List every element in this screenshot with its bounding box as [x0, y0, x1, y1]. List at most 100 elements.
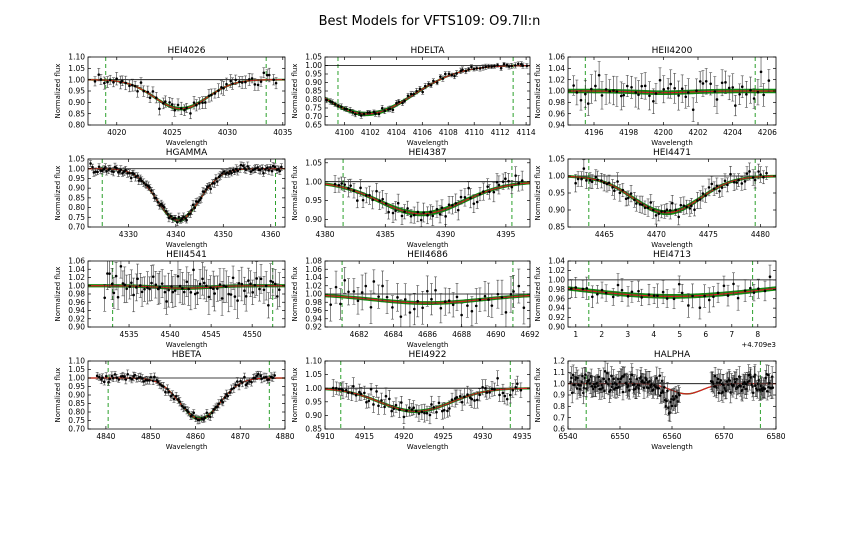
data-point: [135, 377, 139, 380]
x-tick-label: 4030: [218, 128, 237, 137]
data-point: [638, 203, 642, 206]
data-point: [458, 394, 462, 398]
data-point: [249, 282, 252, 286]
data-point: [493, 64, 496, 68]
data-point: [421, 306, 424, 310]
data-point: [412, 92, 415, 96]
data-point: [104, 375, 108, 378]
data-point: [267, 73, 271, 77]
y-tick-label: 0.80: [68, 203, 85, 212]
data-point: [247, 167, 251, 170]
data-point: [250, 77, 254, 80]
data-point: [767, 79, 771, 82]
y-tick-label: 0.80: [68, 121, 85, 130]
data-point: [418, 87, 422, 91]
data-point: [177, 215, 181, 219]
data-point: [124, 168, 127, 172]
data-point: [387, 210, 390, 214]
data-point: [448, 407, 451, 410]
y-tick-label: 1.05: [68, 365, 85, 374]
data-point: [111, 376, 115, 380]
data-point: [340, 105, 343, 109]
y-tick-label: 1.02: [305, 281, 322, 290]
data-point: [513, 64, 517, 67]
data-point: [680, 87, 684, 90]
data-point: [220, 172, 224, 175]
data-point: [115, 77, 118, 80]
plot-area: [568, 361, 776, 429]
best-model-line: [568, 287, 776, 297]
data-point: [347, 187, 350, 190]
data-point: [136, 277, 139, 281]
data-point: [191, 203, 195, 207]
data-point: [392, 407, 395, 411]
data-point: [194, 200, 198, 203]
data-point: [622, 93, 626, 97]
data-point: [602, 181, 606, 185]
data-point: [757, 287, 760, 290]
y-tick-label: 0.95: [305, 70, 322, 79]
best-model-line: [568, 175, 776, 214]
data-point: [395, 101, 398, 105]
y-tick-label: 0.85: [305, 425, 322, 434]
data-point: [432, 79, 435, 83]
panel-title: HEII4541: [166, 250, 207, 260]
data-point: [148, 186, 152, 189]
data-point: [364, 194, 368, 197]
data-point: [262, 71, 266, 75]
data-point: [576, 177, 580, 181]
x-tick-label: 4860: [186, 432, 205, 441]
data-point: [133, 373, 137, 377]
data-point: [262, 376, 266, 379]
data-point: [397, 100, 401, 104]
data-point: [203, 101, 207, 104]
data-point: [398, 408, 401, 412]
data-point: [384, 394, 388, 398]
data-point: [447, 72, 451, 76]
data-point: [115, 376, 119, 380]
data-point: [334, 285, 338, 289]
data-point: [233, 295, 237, 298]
axes-frame: [87, 158, 286, 228]
y-tick-label: 0.98: [305, 298, 322, 307]
y-axis-label: Normalized flux: [291, 267, 299, 322]
data-point: [716, 291, 720, 295]
data-point: [647, 293, 651, 296]
data-point: [406, 94, 410, 98]
y-tick-label: 1.2: [553, 357, 565, 366]
data-point: [189, 112, 192, 115]
data-point: [762, 93, 765, 97]
data-point: [187, 212, 190, 216]
data-point: [359, 114, 363, 117]
data-point: [510, 185, 514, 189]
y-tick-label: 1.06: [305, 265, 322, 274]
data-point: [713, 374, 717, 378]
best-model-line: [88, 285, 285, 289]
data-point: [176, 274, 180, 278]
panel-hei4922: 4910 4915 4920 4925 4930 4935 0.85 0.90 0.95 1.00…: [291, 350, 532, 451]
data-point: [463, 395, 466, 399]
y-tick-label: 0.94: [548, 121, 565, 130]
plot-area: [568, 261, 776, 327]
observed-data: [572, 57, 771, 122]
data-point: [690, 204, 693, 208]
data-point: [610, 374, 613, 378]
data-point: [655, 376, 659, 380]
data-point: [505, 397, 509, 401]
data-point: [213, 292, 217, 295]
data-point: [244, 80, 247, 84]
data-point: [366, 111, 369, 114]
data-point: [440, 206, 444, 209]
data-point: [224, 285, 228, 288]
data-point: [377, 404, 380, 408]
data-point: [128, 171, 131, 175]
data-point: [274, 81, 278, 85]
data-point: [351, 110, 355, 114]
data-point: [640, 84, 644, 88]
y-axis-label: Normalized flux: [291, 64, 299, 119]
data-point: [707, 186, 711, 189]
data-point: [119, 168, 123, 172]
y-tick-label: 0.9: [553, 391, 565, 400]
data-point: [428, 413, 432, 417]
data-point: [114, 274, 118, 278]
